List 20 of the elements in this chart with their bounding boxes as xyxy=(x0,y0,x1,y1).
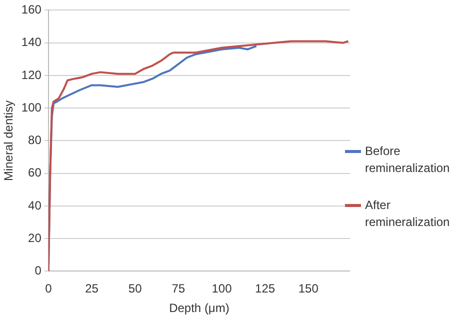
y-tick-label: 60 xyxy=(28,166,42,180)
y-tick-label: 40 xyxy=(28,198,42,212)
y-tick-label: 160 xyxy=(21,2,42,17)
x-tick-label: 150 xyxy=(298,282,319,296)
y-tick-label: 80 xyxy=(28,133,42,148)
y-tick-label: 120 xyxy=(21,68,42,82)
y-tick-label: 140 xyxy=(21,35,42,50)
x-tick-label: 0 xyxy=(45,282,52,296)
y-tick-label: 0 xyxy=(34,264,42,278)
x-axis-title: Depth (μm) xyxy=(169,301,230,316)
x-tick-label: 50 xyxy=(128,282,142,296)
legend-label: Before remineralization xyxy=(365,143,451,177)
y-tick-label: 20 xyxy=(28,230,42,245)
x-tick-label: 125 xyxy=(255,282,276,296)
y-axis-title: Mineral dentisy xyxy=(2,100,16,182)
x-tick-label: 75 xyxy=(172,282,186,296)
y-tick-label: 100 xyxy=(21,100,42,114)
x-tick-label: 25 xyxy=(85,282,99,296)
x-tick-label: 100 xyxy=(212,282,232,296)
legend-label: After remineralization xyxy=(365,197,451,231)
